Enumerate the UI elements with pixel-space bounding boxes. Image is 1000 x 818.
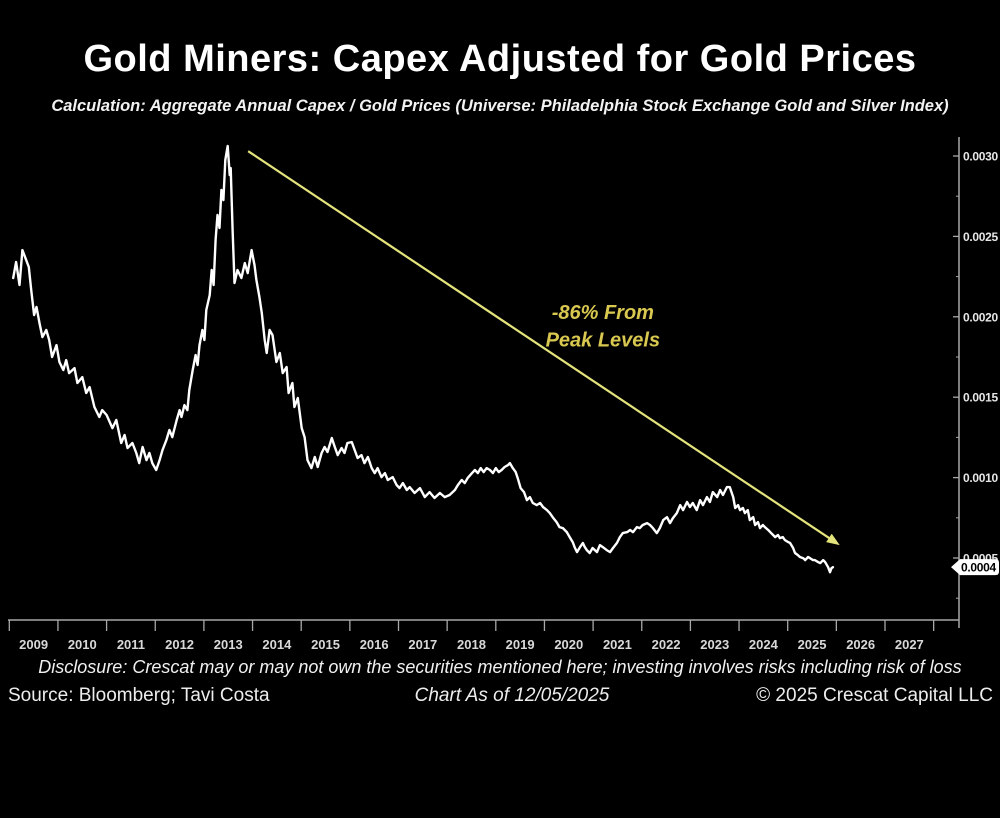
x-tick-label: 2014 xyxy=(262,637,292,652)
y-tick-label: 0.0010 xyxy=(963,471,999,485)
source-text: Source: Bloomberg; Tavi Costa xyxy=(8,685,270,706)
trend-arrowhead xyxy=(826,533,840,546)
x-tick-label: 2015 xyxy=(311,637,340,652)
page-title: Gold Miners: Capex Adjusted for Gold Pri… xyxy=(83,38,917,80)
x-tick-label: 2022 xyxy=(652,637,681,652)
x-tick-label: 2021 xyxy=(603,637,632,652)
x-tick-label: 2012 xyxy=(165,637,194,652)
x-tick-label: 2020 xyxy=(554,637,583,652)
annotation-line2: Peak Levels xyxy=(546,329,661,351)
y-tick-label: 0.0020 xyxy=(963,310,999,324)
trend-arrow-line xyxy=(247,150,833,541)
x-tick-label: 2013 xyxy=(214,637,243,652)
y-tick-label: 0.0030 xyxy=(963,150,999,164)
copyright-text: © 2025 Crescat Capital LLC xyxy=(756,685,993,706)
y-tick-label: 0.0025 xyxy=(963,230,999,244)
x-tick-label: 2023 xyxy=(700,637,729,652)
x-tick-label: 2009 xyxy=(19,637,48,652)
x-tick-label: 2024 xyxy=(749,637,779,652)
chart-as-of-text: Chart As of 12/05/2025 xyxy=(414,685,610,706)
x-tick-label: 2017 xyxy=(408,637,437,652)
annotation-line1: -86% From xyxy=(552,302,654,324)
x-tick-label: 2025 xyxy=(798,637,827,652)
x-tick-label: 2011 xyxy=(117,637,145,652)
series-line xyxy=(11,144,835,574)
x-tick-label: 2019 xyxy=(506,637,535,652)
last-value-label: 0.0004 xyxy=(961,561,997,575)
disclosure-text: Disclosure: Crescat may or may not own t… xyxy=(38,657,962,677)
x-tick-label: 2010 xyxy=(68,637,97,652)
x-tick-label: 2026 xyxy=(846,637,875,652)
x-tick-label: 2027 xyxy=(895,637,924,652)
last-value-badge xyxy=(951,559,999,576)
page-subtitle: Calculation: Aggregate Annual Capex / Go… xyxy=(51,97,949,115)
x-tick-label: 2016 xyxy=(360,637,389,652)
y-tick-label: 0.0015 xyxy=(963,391,999,405)
x-tick-label: 2018 xyxy=(457,637,486,652)
